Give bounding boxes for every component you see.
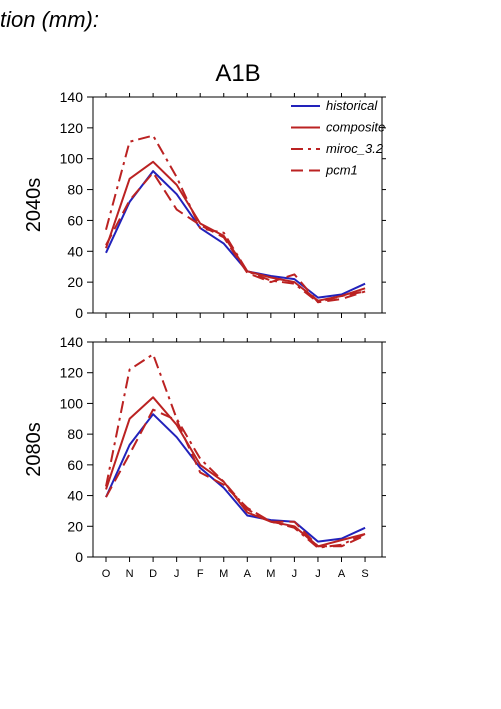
panel-2040s: 0 20 40 60 80 100 120 140 2040s historical composi…: [23, 89, 386, 321]
y-tick-label: 0: [75, 549, 83, 565]
y-tick-label: 140: [60, 89, 84, 105]
y-tick-label: 20: [67, 274, 83, 290]
panel-2080s: 0 20 40 60 80 100 120 140 O N D J F M A M J J A S 2080s: [23, 334, 386, 580]
x-tick-label: J: [174, 568, 180, 580]
legend: historical composite miroc_3.2 pcm1: [291, 98, 385, 178]
y-tick-label: 100: [60, 395, 84, 411]
x-tick-label: D: [149, 568, 157, 580]
series-line-historical: [105, 170, 366, 299]
scenario-title: A1B: [215, 60, 260, 87]
panel-row-label: 2040s: [23, 178, 45, 233]
series-line-pcm1: [105, 171, 366, 304]
x-tick-label: S: [361, 568, 368, 580]
legend-label-composite: composite: [326, 120, 385, 135]
series-line-composite: [105, 396, 366, 548]
x-tick-label: F: [197, 568, 204, 580]
panels: 0 20 40 60 80 100 120 140 2040s historical composi…: [23, 89, 386, 580]
y-tick-label: 140: [60, 334, 84, 350]
series-line-pcm1: [105, 408, 366, 548]
legend-label-historical: historical: [326, 98, 378, 113]
panel-row-label: 2080s: [23, 422, 45, 477]
y-tick-label: 120: [60, 365, 84, 381]
y-tick-label: 40: [67, 243, 83, 259]
y-tick-label: 80: [67, 426, 83, 442]
page-title: tion (mm):: [0, 7, 99, 32]
x-tick-label: A: [338, 568, 346, 580]
x-tick-label: J: [315, 568, 321, 580]
x-tick-label: N: [126, 568, 134, 580]
legend-label-pcm1: pcm1: [325, 163, 358, 178]
x-tick-label: O: [102, 568, 111, 580]
y-tick-label: 0: [75, 305, 83, 321]
y-tick-label: 60: [67, 457, 83, 473]
y-tick-label: 40: [67, 488, 83, 504]
plot-frame: [92, 96, 383, 314]
legend-label-miroc_3.2: miroc_3.2: [326, 141, 384, 156]
series-line-miroc_3.2: [105, 353, 366, 549]
y-tick-label: 80: [67, 182, 83, 198]
y-tick-label: 60: [67, 212, 83, 228]
series-line-miroc_3.2: [105, 134, 366, 304]
x-tick-label: M: [266, 568, 275, 580]
y-tick-label: 20: [67, 518, 83, 534]
series-line-historical: [105, 413, 366, 543]
y-tick-label: 120: [60, 120, 84, 136]
plot-frame: [92, 341, 383, 558]
x-tick-label: J: [292, 568, 298, 580]
x-tick-label: M: [219, 568, 228, 580]
x-tick-label: A: [244, 568, 252, 580]
y-tick-label: 100: [60, 151, 84, 167]
